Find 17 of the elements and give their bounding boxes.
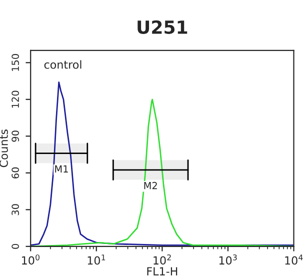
x-tick-label: 10$^{3}$ xyxy=(219,254,237,265)
x-tick-label: 10$^{0}$ xyxy=(22,254,40,265)
chart-title: U251 xyxy=(138,20,188,34)
y-tick-label: 0 xyxy=(12,244,19,249)
x-axis-title: FL1-H xyxy=(147,267,178,276)
band-label: M1 xyxy=(55,165,68,172)
y-tick-label: 150 xyxy=(12,54,19,71)
x-tick-label: 10$^{2}$ xyxy=(154,254,171,265)
x-tick-label: 10$^{4}$ xyxy=(285,254,303,265)
y-axis-title: Counts xyxy=(0,130,8,168)
y-tick-label: 90 xyxy=(12,130,19,142)
y-tick-label: 30 xyxy=(12,204,19,216)
y-tick-label: 60 xyxy=(12,167,19,178)
band-label: M2 xyxy=(144,182,157,190)
x-tick-label: 10$^{1}$ xyxy=(88,254,106,265)
y-tick-label: 120 xyxy=(12,90,19,108)
annotation: control xyxy=(44,60,82,69)
